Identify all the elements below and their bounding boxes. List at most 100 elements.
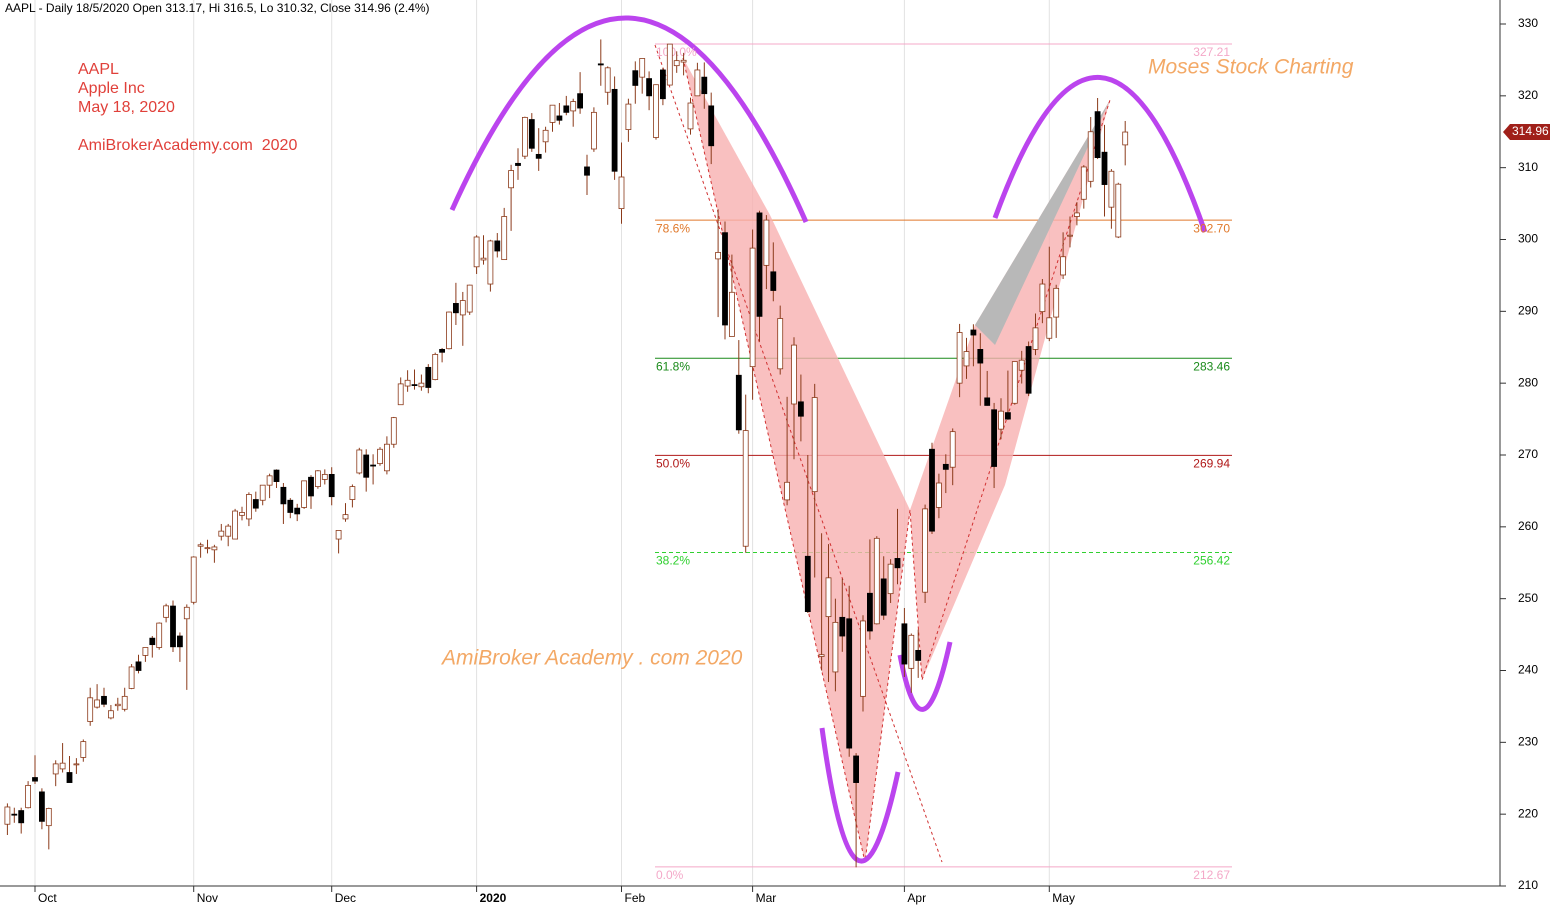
ticker: AAPL [78, 61, 119, 78]
candle-body [963, 351, 970, 367]
fib-pct: 61.8% [656, 359, 690, 373]
candle-body [604, 67, 611, 93]
candle-body [839, 616, 846, 637]
candle-body [135, 661, 142, 671]
candle-body [563, 105, 570, 113]
candle-body [887, 563, 894, 595]
candle-body [108, 710, 114, 719]
candle-body [853, 755, 859, 783]
candle-body [811, 397, 818, 493]
fib-value: 212.67 [1193, 868, 1230, 882]
candle-body [556, 115, 563, 121]
candle-body [922, 508, 928, 593]
y-tick-label: 290 [1518, 304, 1538, 318]
candle-body [32, 777, 38, 782]
y-tick-label: 270 [1518, 447, 1538, 461]
candle-body [404, 379, 411, 387]
candle-body [542, 129, 549, 143]
candle-body [239, 512, 245, 516]
pattern-line [654, 44, 943, 863]
candle-body [218, 530, 225, 537]
candle-body [204, 547, 211, 550]
candle-body [494, 240, 501, 252]
candle-body [894, 558, 901, 569]
candle-body [66, 772, 73, 783]
candle-body [232, 510, 239, 540]
fib-value: 283.46 [1193, 359, 1230, 373]
pattern-annotations [449, 15, 1208, 864]
candle-body [328, 473, 335, 498]
candle-body [1011, 361, 1018, 404]
candle-body [59, 762, 66, 770]
candle-body [591, 111, 597, 150]
fib-pct: 78.6% [656, 221, 690, 235]
candle-body [832, 621, 839, 673]
y-tick-label: 240 [1518, 663, 1538, 677]
candle-body [618, 176, 625, 210]
candle-body [273, 469, 280, 482]
x-tick-label: Mar [756, 891, 777, 905]
candle-body [190, 556, 197, 603]
candle-body [791, 344, 797, 405]
candle-body [742, 430, 749, 547]
candle-body [363, 454, 370, 478]
candle-body [777, 318, 784, 370]
y-tick-label: 320 [1518, 88, 1538, 102]
candle-body [432, 354, 439, 380]
candle-body [287, 499, 294, 513]
candle-body [984, 397, 991, 406]
x-tick-label: May [1052, 891, 1075, 905]
candle-body [798, 401, 804, 417]
candle-body [936, 482, 942, 508]
x-tick-label: Oct [38, 891, 57, 905]
candle-body [535, 153, 542, 159]
candle-body [45, 808, 52, 827]
candle-body [425, 366, 432, 388]
fib-value: 302.70 [1193, 221, 1230, 235]
candle-body [1046, 317, 1053, 339]
candle-body [1108, 170, 1115, 208]
candle-body [846, 618, 853, 749]
candle-body [632, 70, 639, 86]
candle-body [308, 476, 314, 497]
candle-body [11, 813, 18, 816]
candle-body [1060, 256, 1066, 276]
pattern-area [910, 100, 1110, 680]
candle-body [480, 257, 487, 261]
fib-value: 327.21 [1193, 45, 1230, 59]
candle-body [342, 514, 349, 520]
candle-body [901, 623, 908, 665]
pattern-area [975, 100, 1110, 345]
candle-body [660, 69, 666, 100]
candle-body [356, 449, 363, 474]
candle-body [1025, 346, 1032, 394]
candle-body [176, 635, 183, 648]
candle-body [584, 166, 590, 176]
candle-body [715, 252, 721, 260]
y-tick-label: 210 [1518, 878, 1538, 892]
fib-value: 269.94 [1193, 457, 1230, 471]
candle-body [970, 329, 977, 336]
candle-body [611, 88, 618, 172]
candle-body [1080, 166, 1087, 200]
fib-pct: 50.0% [656, 457, 690, 471]
candle-body [142, 647, 149, 656]
candle-body [673, 60, 680, 67]
candle-body [94, 699, 100, 708]
candle-body [825, 577, 832, 618]
header-title: AAPL - Daily 18/5/2020 Open 313.17, Hi 3… [5, 1, 430, 15]
candle-body [473, 236, 480, 268]
candle-body [397, 383, 404, 406]
watermark: AmiBroker Academy . com 2020 [440, 647, 743, 670]
candle-body [73, 763, 80, 766]
candle-body [349, 486, 356, 500]
candle-body [708, 105, 715, 147]
x-tick-label: Dec [335, 891, 356, 905]
arc [819, 727, 901, 864]
x-tick-label: 2020 [480, 891, 507, 905]
candle-body [163, 605, 170, 618]
candle-body [908, 634, 915, 669]
candle-body [666, 43, 673, 86]
candle-body [549, 104, 556, 123]
candle-body [225, 525, 232, 537]
